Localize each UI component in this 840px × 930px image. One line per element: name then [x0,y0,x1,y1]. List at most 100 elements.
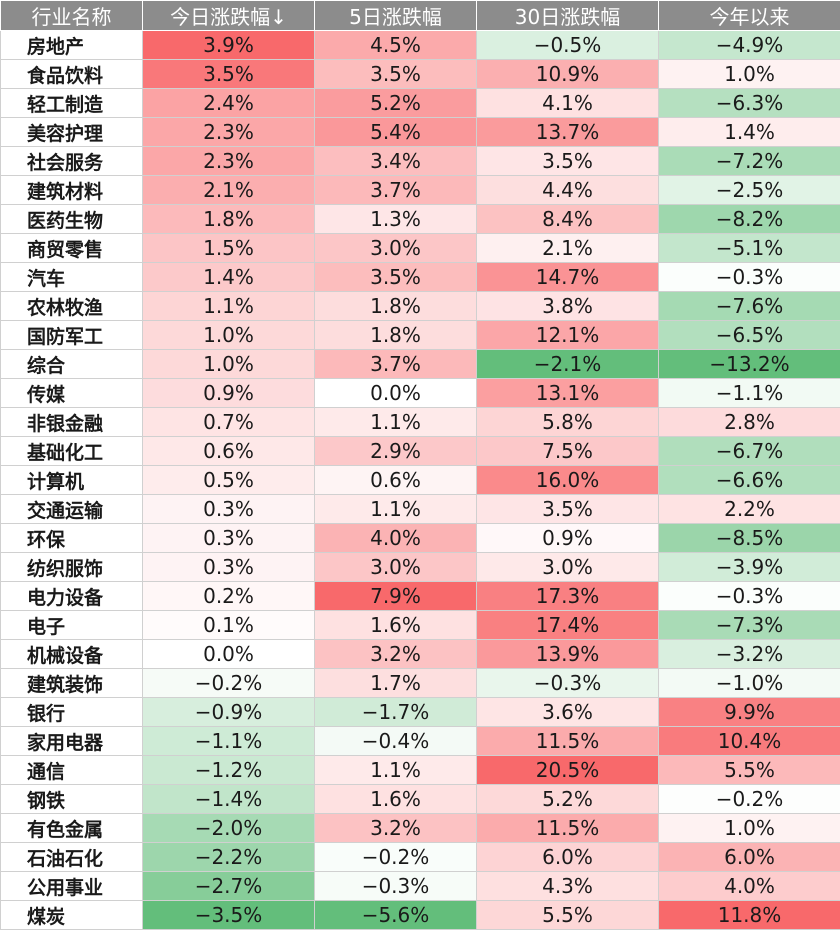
thirty-day-change-cell: 5.5% [477,901,659,930]
today-change-cell: 0.2% [143,582,315,611]
thirty-day-change-cell: 5.8% [477,408,659,437]
today-change-cell: 0.5% [143,466,315,495]
ytd-change-cell: 1.0% [659,814,840,843]
thirty-day-change-cell: 4.3% [477,872,659,901]
sector-name-cell: 钢铁 [1,785,143,814]
today-change-cell: 0.9% [143,379,315,408]
sector-name-cell: 电力设备 [1,582,143,611]
table-row[interactable]: 公用事业−2.7%−0.3%4.3%4.0% [1,872,840,901]
ytd-change-cell: −0.2% [659,785,840,814]
today-change-cell: 0.3% [143,553,315,582]
sector-name-cell: 农林牧渔 [1,292,143,321]
five-day-change-cell: 2.9% [315,437,477,466]
five-day-change-cell: 3.2% [315,814,477,843]
today-change-cell: −2.7% [143,872,315,901]
today-change-cell: −1.1% [143,727,315,756]
table-row[interactable]: 通信−1.2%1.1%20.5%5.5% [1,756,840,785]
header-ytd-change[interactable]: 今年以来 [659,1,840,31]
today-change-cell: 1.1% [143,292,315,321]
today-change-cell: 1.5% [143,234,315,263]
ytd-change-cell: 10.4% [659,727,840,756]
thirty-day-change-cell: −0.3% [477,669,659,698]
sector-name-cell: 医药生物 [1,205,143,234]
thirty-day-change-cell: 10.9% [477,60,659,89]
today-change-cell: −2.0% [143,814,315,843]
today-change-cell: −0.2% [143,669,315,698]
sector-name-cell: 社会服务 [1,147,143,176]
thirty-day-change-cell: −2.1% [477,350,659,379]
today-change-cell: 3.9% [143,31,315,60]
table-row[interactable]: 银行−0.9%−1.7%3.6%9.9% [1,698,840,727]
thirty-day-change-cell: −0.5% [477,31,659,60]
five-day-change-cell: 1.8% [315,292,477,321]
ytd-change-cell: −7.2% [659,147,840,176]
ytd-change-cell: −8.5% [659,524,840,553]
today-change-cell: 1.4% [143,263,315,292]
sector-name-cell: 环保 [1,524,143,553]
table-row[interactable]: 石油石化−2.2%−0.2%6.0%6.0% [1,843,840,872]
ytd-change-cell: −3.2% [659,640,840,669]
five-day-change-cell: 1.1% [315,495,477,524]
today-change-cell: 2.3% [143,147,315,176]
today-change-cell: 0.6% [143,437,315,466]
five-day-change-cell: −0.3% [315,872,477,901]
five-day-change-cell: 1.6% [315,611,477,640]
table-row[interactable]: 煤炭−3.5%−5.6%5.5%11.8% [1,901,840,930]
sector-name-cell: 汽车 [1,263,143,292]
thirty-day-change-cell: 20.5% [477,756,659,785]
sector-name-cell: 美容护理 [1,118,143,147]
today-change-cell: 2.4% [143,89,315,118]
sector-name-cell: 家用电器 [1,727,143,756]
today-change-cell: −1.2% [143,756,315,785]
table-row[interactable]: 建筑装饰−0.2%1.7%−0.3%−1.0% [1,669,840,698]
five-day-change-cell: 3.4% [315,147,477,176]
thirty-day-change-cell: 11.5% [477,727,659,756]
table-row[interactable]: 有色金属−2.0%3.2%11.5%1.0% [1,814,840,843]
five-day-change-cell: 3.0% [315,553,477,582]
thirty-day-change-cell: 5.2% [477,785,659,814]
five-day-change-cell: 1.3% [315,205,477,234]
today-change-cell: −2.2% [143,843,315,872]
today-change-cell: 0.0% [143,640,315,669]
table-row[interactable]: 家用电器−1.1%−0.4%11.5%10.4% [1,727,840,756]
sector-name-cell: 交通运输 [1,495,143,524]
ytd-change-cell: 11.8% [659,901,840,930]
five-day-change-cell: 3.5% [315,263,477,292]
header-row: 行业名称 今日涨跌幅↓ 5日涨跌幅 30日涨跌幅 今年以来 [1,1,840,31]
sector-name-cell: 综合 [1,350,143,379]
today-change-cell: −0.9% [143,698,315,727]
header-today-change-sorted[interactable]: 今日涨跌幅↓ [143,1,315,31]
thirty-day-change-cell: 3.5% [477,495,659,524]
header-5day-change[interactable]: 5日涨跌幅 [315,1,477,31]
five-day-change-cell: 5.4% [315,118,477,147]
today-change-cell: 2.1% [143,176,315,205]
ytd-change-cell: −2.5% [659,176,840,205]
ytd-change-cell: −3.9% [659,553,840,582]
header-30day-change[interactable]: 30日涨跌幅 [477,1,659,31]
table-row[interactable]: 钢铁−1.4%1.6%5.2%−0.2% [1,785,840,814]
ytd-change-cell: −0.3% [659,582,840,611]
